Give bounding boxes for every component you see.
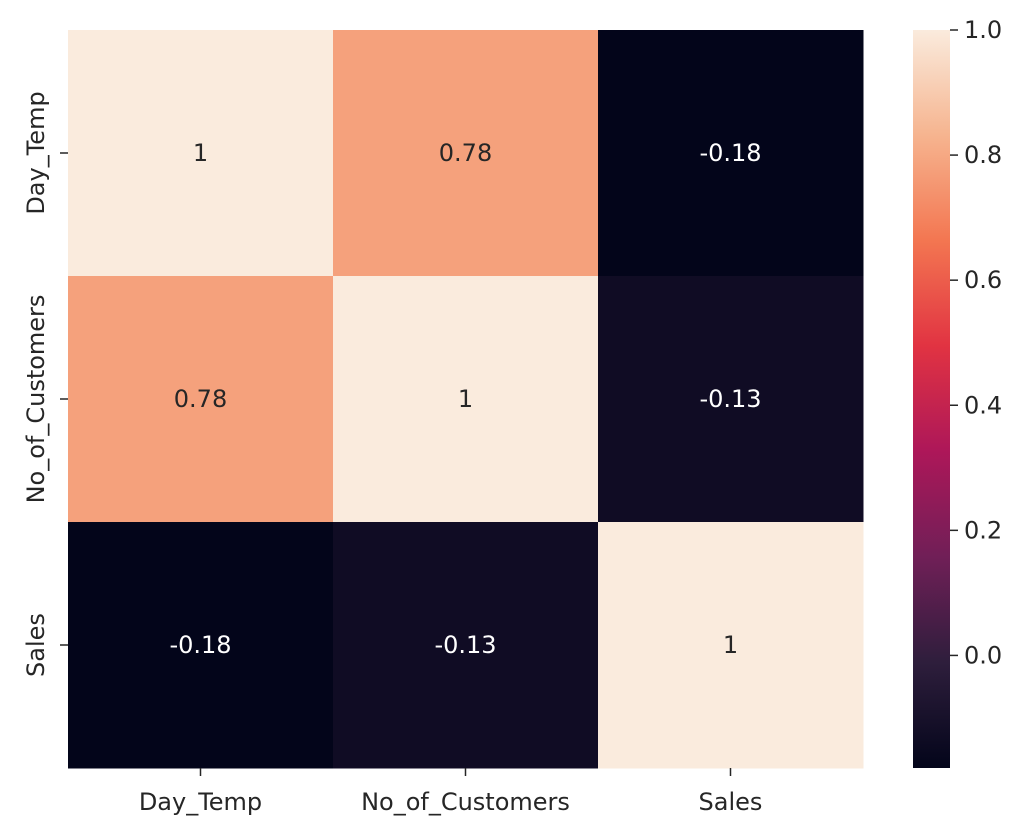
y-axis: Day_Temp No_of_Customers Sales <box>22 91 68 677</box>
cell-value-label: 1 <box>193 139 208 167</box>
colorbar-tick-label: 0.6 <box>964 266 1002 294</box>
cell-value-label: 1 <box>723 631 738 659</box>
cell-value-label: 0.78 <box>174 385 227 413</box>
cell-value-label: -0.18 <box>699 139 761 167</box>
heatmap-cell <box>333 276 599 523</box>
colorbar <box>913 30 950 768</box>
colorbar-tick-label: 0.8 <box>964 141 1002 169</box>
cell-value-label: 1 <box>458 385 473 413</box>
colorbar-tick-label: 0.2 <box>964 516 1002 544</box>
x-tick-label: Sales <box>699 788 763 816</box>
x-tick-label: Day_Temp <box>139 788 262 816</box>
y-tick-label: No_of_Customers <box>22 295 50 504</box>
colorbar-tick-label: 1.0 <box>964 16 1002 44</box>
y-tick-label: Sales <box>22 613 50 677</box>
x-axis: Day_Temp No_of_Customers Sales <box>139 768 763 816</box>
heatmap-cell <box>598 276 864 523</box>
heatmap-cells: 1 0.78 -0.18 0.78 1 -0.13 -0.18 -0.13 1 <box>68 30 864 769</box>
colorbar-tick-label: 0.0 <box>964 641 1002 669</box>
cell-value-label: -0.13 <box>434 631 496 659</box>
colorbar-tick-label: 0.4 <box>964 391 1002 419</box>
heatmap-cell <box>333 30 599 277</box>
heatmap-cell <box>68 276 334 523</box>
cell-value-label: 0.78 <box>439 139 492 167</box>
cell-value-label: -0.18 <box>169 631 231 659</box>
heatmap-cell <box>598 522 864 769</box>
colorbar-axis: 0.0 0.2 0.4 0.6 0.8 1.0 <box>950 16 1002 669</box>
heatmap-cell <box>333 522 599 769</box>
cell-value-label: -0.13 <box>699 385 761 413</box>
heatmap-cell <box>68 522 334 769</box>
x-tick-label: No_of_Customers <box>361 788 570 816</box>
heatmap-cell <box>598 30 864 277</box>
heatmap-cell <box>68 30 334 277</box>
y-tick-label: Day_Temp <box>22 91 50 214</box>
